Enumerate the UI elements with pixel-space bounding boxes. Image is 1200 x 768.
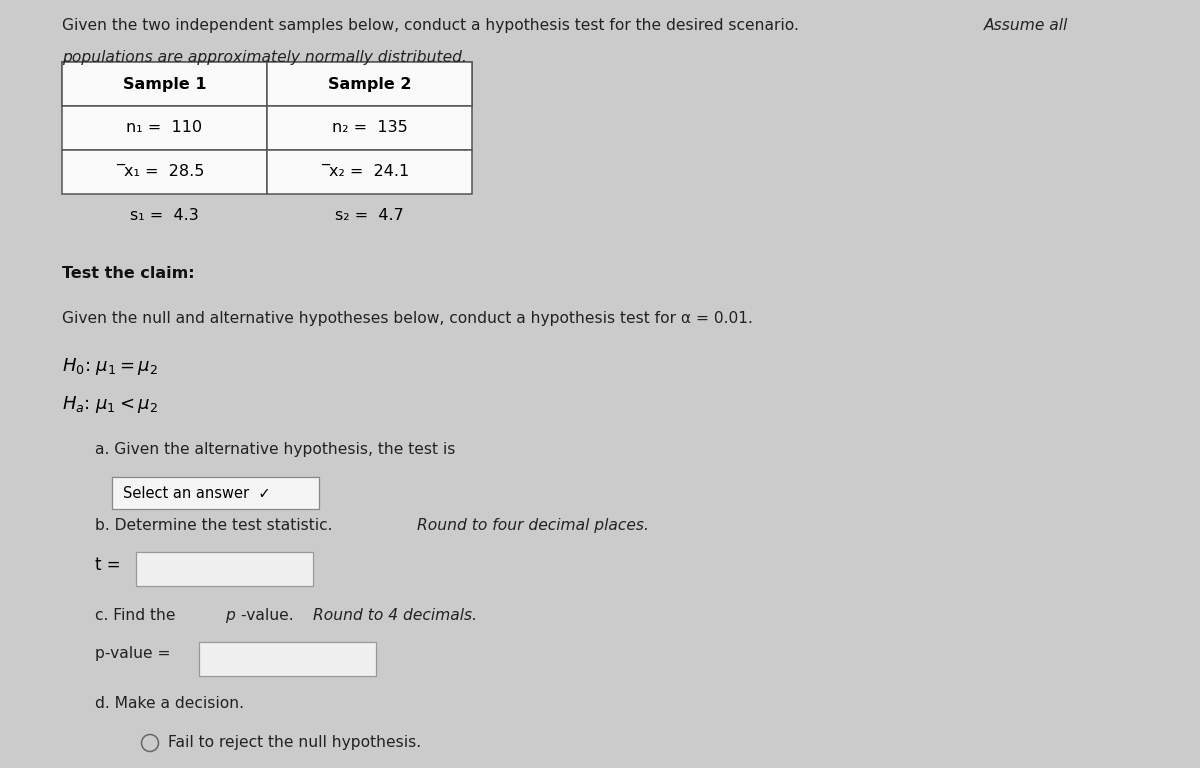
- Text: a. Given the alternative hypothesis, the test is: a. Given the alternative hypothesis, the…: [95, 442, 455, 457]
- FancyBboxPatch shape: [199, 642, 376, 676]
- Text: Sample 1: Sample 1: [122, 77, 206, 91]
- FancyBboxPatch shape: [62, 62, 266, 106]
- Text: Select an answer  ✓: Select an answer ✓: [124, 485, 271, 501]
- Text: -value.: -value.: [241, 608, 299, 623]
- FancyBboxPatch shape: [266, 150, 472, 194]
- Text: ̅x₁ =  28.5: ̅x₁ = 28.5: [125, 164, 205, 180]
- FancyBboxPatch shape: [136, 552, 313, 586]
- Text: Sample 2: Sample 2: [328, 77, 412, 91]
- FancyBboxPatch shape: [62, 62, 266, 106]
- Text: Round to four decimal places.: Round to four decimal places.: [418, 518, 649, 533]
- FancyBboxPatch shape: [62, 106, 266, 150]
- Text: n₂ =  135: n₂ = 135: [331, 121, 407, 135]
- Text: Assume all: Assume all: [984, 18, 1068, 33]
- Text: b. Determine the test statistic.: b. Determine the test statistic.: [95, 518, 337, 533]
- Text: d. Make a decision.: d. Make a decision.: [95, 696, 244, 711]
- Text: p: p: [226, 608, 235, 623]
- Text: populations are approximately normally distributed.: populations are approximately normally d…: [62, 50, 467, 65]
- FancyBboxPatch shape: [266, 106, 472, 150]
- Text: s₂ =  4.7: s₂ = 4.7: [335, 208, 404, 223]
- Text: Round to 4 decimals.: Round to 4 decimals.: [313, 608, 478, 623]
- Text: $H_a$: $\mu_1 < \mu_2$: $H_a$: $\mu_1 < \mu_2$: [62, 394, 158, 415]
- FancyBboxPatch shape: [266, 62, 472, 106]
- Text: ̅x₂ =  24.1: ̅x₂ = 24.1: [329, 164, 409, 180]
- Text: Fail to reject the null hypothesis.: Fail to reject the null hypothesis.: [168, 736, 421, 750]
- Text: p-value =: p-value =: [95, 646, 170, 661]
- Text: Given the two independent samples below, conduct a hypothesis test for the desir: Given the two independent samples below,…: [62, 18, 804, 33]
- FancyBboxPatch shape: [62, 150, 266, 194]
- FancyBboxPatch shape: [112, 477, 319, 509]
- Text: n₁ =  110: n₁ = 110: [126, 121, 203, 135]
- Text: t =: t =: [95, 556, 121, 574]
- Text: $H_0$: $\mu_1 = \mu_2$: $H_0$: $\mu_1 = \mu_2$: [62, 356, 158, 377]
- FancyBboxPatch shape: [266, 62, 472, 106]
- Text: Test the claim:: Test the claim:: [62, 266, 194, 281]
- Text: Given the null and alternative hypotheses below, conduct a hypothesis test for α: Given the null and alternative hypothese…: [62, 311, 752, 326]
- Text: s₁ =  4.3: s₁ = 4.3: [130, 208, 199, 223]
- Text: c. Find the: c. Find the: [95, 608, 180, 623]
